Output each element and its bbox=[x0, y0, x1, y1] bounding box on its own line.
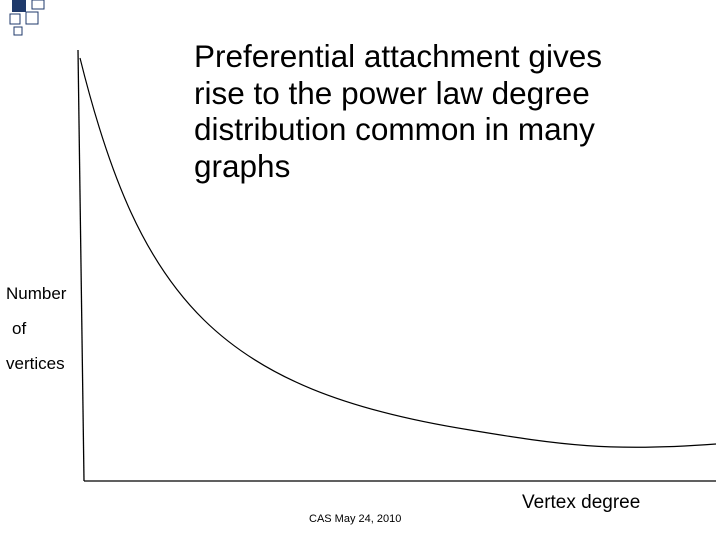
title-line: distribution common in many bbox=[194, 111, 595, 147]
power-law-curve bbox=[79, 57, 717, 448]
title-line: graphs bbox=[194, 147, 291, 184]
slide-corner-decoration bbox=[9, 0, 45, 36]
slide-title: Preferential attachment gives rise to th… bbox=[194, 38, 694, 184]
title-line: Preferential attachment gives bbox=[194, 38, 602, 74]
y-axis-label-line: vertices bbox=[6, 354, 65, 373]
slide-footer: CAS May 24, 2010 bbox=[309, 513, 402, 525]
x-axis-label: Vertex degree bbox=[522, 492, 641, 513]
title-line: rise to the power law degree bbox=[194, 74, 590, 111]
y-axis-label-line: Number bbox=[6, 284, 67, 303]
y-axis-label: Number of vertices bbox=[6, 276, 66, 381]
y-axis-label-line: of bbox=[12, 319, 27, 338]
y-axis bbox=[77, 49, 85, 482]
